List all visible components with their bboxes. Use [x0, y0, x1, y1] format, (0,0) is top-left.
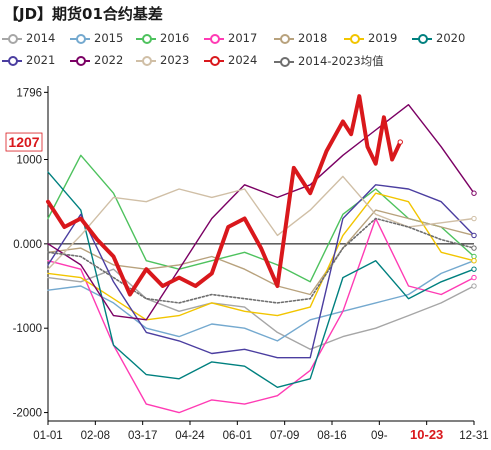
legend-item[interactable]: 2014	[2, 31, 55, 45]
y-tick-label: 1000	[16, 154, 42, 166]
legend-item[interactable]: 2020	[412, 31, 465, 45]
legend-item[interactable]: 2019	[344, 31, 397, 45]
series-end-marker	[397, 139, 403, 145]
series-line	[47, 171, 475, 388]
legend-label: 2014	[26, 31, 56, 45]
legend-swatch	[136, 55, 156, 66]
legend-label: 2018	[298, 31, 328, 45]
legend-item[interactable]: 2016	[136, 31, 189, 45]
x-tick-label: 03-17	[128, 430, 157, 442]
x-tick-label: 07-09	[270, 430, 299, 442]
legend-swatch	[344, 33, 364, 44]
legend-item[interactable]: 2017	[204, 31, 257, 45]
legend-label: 2022	[94, 53, 124, 67]
legend-item[interactable]: 2018	[274, 31, 327, 45]
series-end-marker	[471, 283, 477, 289]
latest-value-label: 1207	[8, 134, 39, 150]
series-line	[47, 103, 475, 321]
legend-swatch	[2, 55, 22, 66]
legend-label: 2023	[160, 53, 190, 67]
legend-item[interactable]: 2024	[204, 53, 257, 67]
x-tick-label: 01-01	[33, 430, 62, 442]
series-line	[47, 217, 475, 304]
legend-label: 2017	[228, 31, 258, 45]
series-end-marker	[471, 215, 477, 222]
x-tick-label: 10-23	[410, 427, 443, 442]
series-line	[46, 94, 403, 297]
legend-swatch	[412, 33, 432, 44]
latest-value-box	[5, 132, 43, 152]
series-end-marker	[471, 258, 477, 264]
x-tick-label: 06-01	[223, 430, 252, 442]
series-line	[47, 192, 475, 321]
y-tick-label: 0.000	[13, 239, 42, 251]
legend-item[interactable]: 2021	[2, 53, 55, 67]
legend-label: 2024	[228, 53, 258, 67]
legend-swatch	[136, 33, 156, 44]
series-line	[47, 184, 475, 359]
legend-item[interactable]: 2015	[70, 31, 123, 45]
series-end-marker	[471, 274, 477, 281]
legend-swatch	[2, 33, 22, 44]
y-tick-label: 1796	[16, 87, 42, 99]
series-line	[47, 260, 475, 342]
series-end-marker	[471, 245, 477, 251]
legend-item[interactable]: 2014-2023均值	[274, 53, 384, 69]
series-line	[47, 154, 475, 283]
x-tick-label: 09-	[371, 430, 388, 442]
x-tick-label: 08-16	[317, 430, 346, 442]
legend-swatch	[70, 33, 90, 44]
legend-swatch	[70, 55, 90, 66]
legend-label: 2020	[436, 31, 466, 45]
legend-label: 2019	[368, 31, 398, 45]
legend-item[interactable]: 2023	[136, 53, 189, 67]
legend-label: 2016	[160, 31, 190, 45]
y-tick-label: -1000	[13, 323, 42, 335]
series-end-marker	[471, 266, 477, 272]
legend-swatch	[204, 55, 224, 66]
legend-swatch	[274, 56, 294, 67]
chart-title: 【JD】期货01合约基差	[4, 5, 163, 23]
legend-label: 2014-2023均值	[298, 54, 384, 68]
x-tick-label: 02-08	[81, 430, 110, 442]
series-end-marker	[471, 190, 477, 196]
legend-swatch	[274, 33, 294, 44]
y-tick-label: -2000	[13, 408, 42, 420]
legend-label: 2015	[94, 31, 124, 45]
legend-label: 2021	[26, 53, 56, 67]
legend-swatch	[204, 33, 224, 44]
x-tick-label: 04-24	[175, 430, 205, 442]
legend-item[interactable]: 2022	[70, 53, 123, 67]
x-tick-label: 12-31	[459, 430, 488, 442]
series-line	[47, 217, 475, 414]
series-end-marker	[471, 232, 477, 239]
